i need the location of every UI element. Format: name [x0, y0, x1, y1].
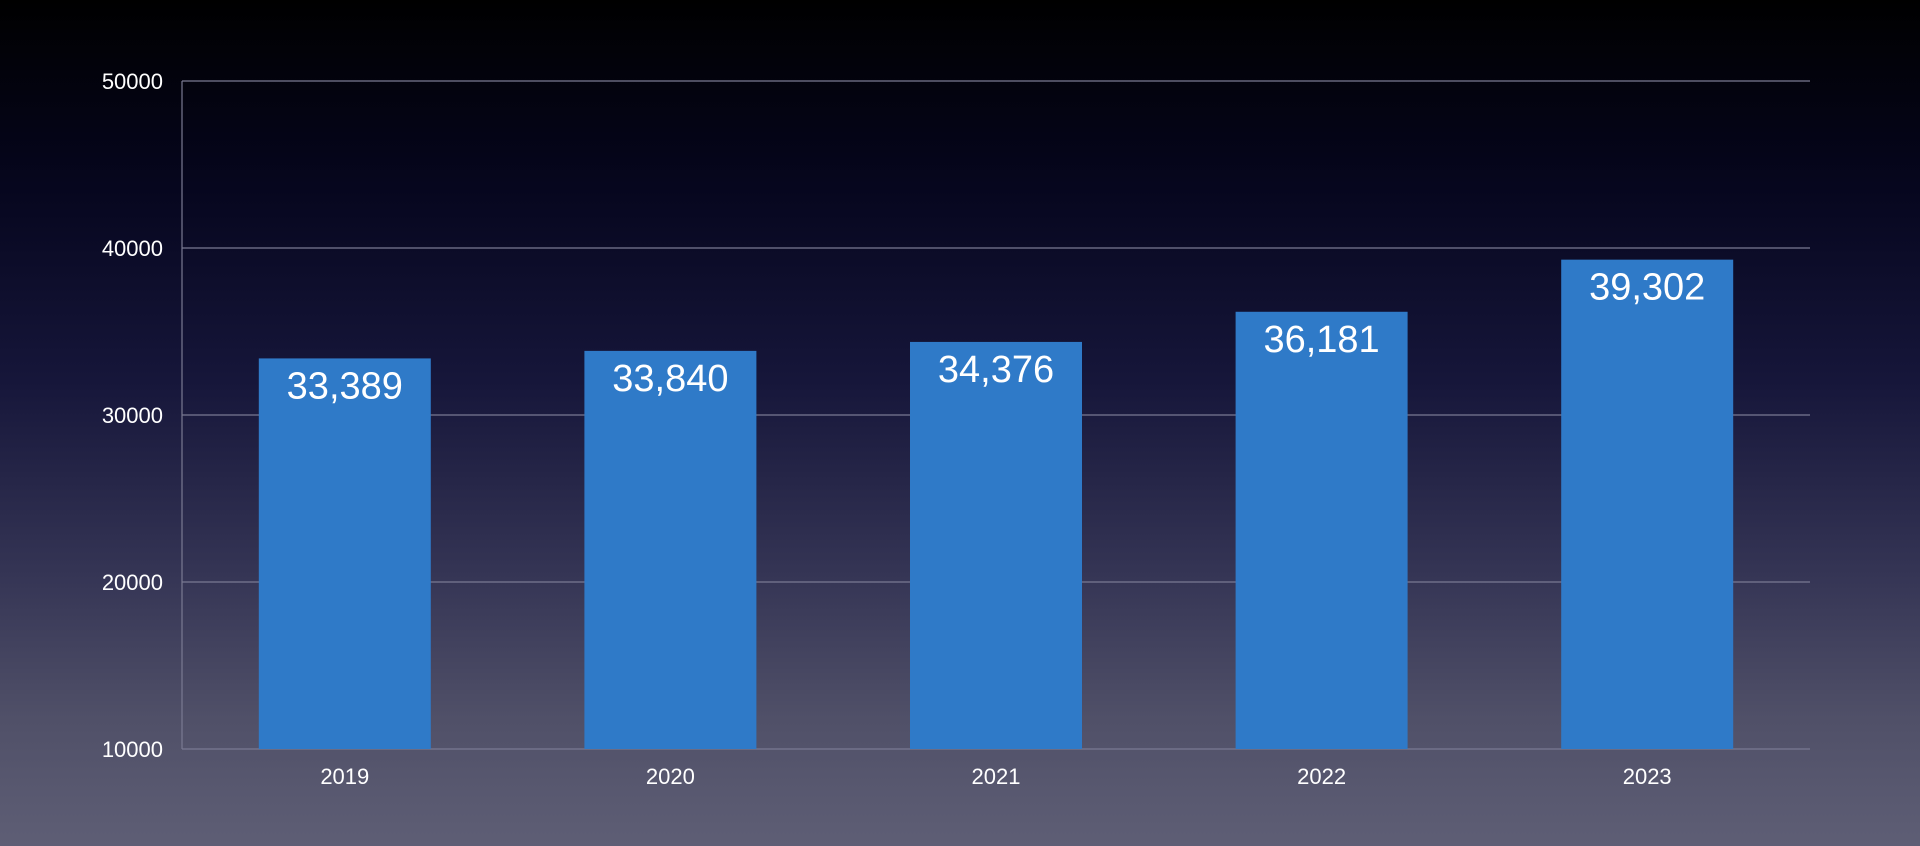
y-tick-label: 10000	[102, 737, 163, 762]
x-tick-label: 2021	[972, 764, 1021, 789]
y-tick-label: 40000	[102, 236, 163, 261]
bar-2023	[1561, 259, 1734, 749]
bar-value-label: 39,302	[1589, 267, 1705, 309]
bar-2021	[910, 341, 1082, 749]
bars	[258, 259, 1734, 749]
y-tick-label: 20000	[102, 570, 163, 595]
y-axis-tick-labels: 10000 20000 30000 40000 50000	[102, 69, 163, 762]
bar-2020	[584, 350, 757, 749]
bar-value-label: 33,389	[287, 365, 403, 407]
y-tick-label: 50000	[102, 69, 163, 94]
x-tick-label: 2022	[1297, 764, 1346, 789]
bar-value-label: 34,376	[938, 349, 1054, 391]
x-axis-tick-labels: 2019 2020 2021 2022 2023	[320, 764, 1671, 789]
bar-value-label: 36,181	[1263, 319, 1379, 361]
bar-2019	[258, 358, 431, 749]
bar-value-label: 33,840	[612, 358, 728, 400]
y-tick-label: 30000	[102, 403, 163, 428]
x-tick-label: 2019	[320, 764, 369, 789]
x-tick-label: 2020	[646, 764, 695, 789]
data-labels: 33,389 33,840 34,376 36,181 39,302	[287, 267, 1706, 408]
bar-2022	[1235, 311, 1408, 749]
x-tick-label: 2023	[1623, 764, 1672, 789]
